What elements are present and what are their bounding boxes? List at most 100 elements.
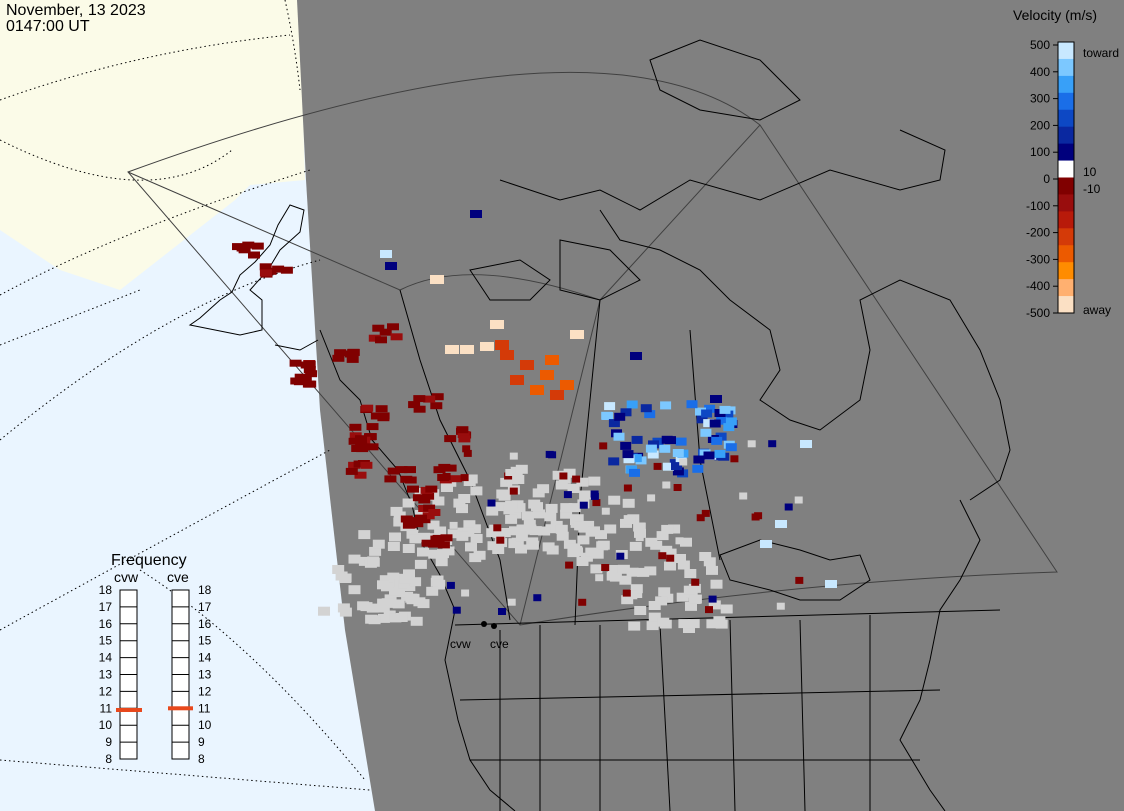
frequency-marker-cvw <box>116 707 142 712</box>
frequency-marker-cve <box>168 706 193 711</box>
colorbar-swatch <box>1058 194 1074 212</box>
velocity-cell <box>470 534 483 543</box>
velocity-cell <box>693 455 705 464</box>
velocity-cell <box>409 577 422 587</box>
velocity-cell <box>703 557 716 567</box>
colorbar-tick-label: -400 <box>1026 279 1050 293</box>
velocity-cell <box>577 535 590 545</box>
velocity-cell <box>379 328 392 336</box>
velocity-cell <box>623 515 636 525</box>
velocity-cell <box>563 491 572 499</box>
velocity-cell <box>369 546 382 556</box>
velocity-cell <box>588 526 600 536</box>
stations: cvw cve <box>450 621 509 651</box>
velocity-cell <box>368 615 381 625</box>
velocity-cell <box>686 400 698 409</box>
frequency-tick-left: 12 <box>99 684 113 698</box>
land-dayside <box>0 0 305 290</box>
velocity-cell <box>617 564 630 574</box>
velocity-cell <box>487 499 496 507</box>
velocity-cell <box>647 494 656 502</box>
velocity-cell <box>629 468 640 477</box>
velocity-cell <box>696 415 708 424</box>
velocity-cell <box>776 602 785 610</box>
velocity-cell <box>579 501 588 509</box>
velocity-cell <box>635 534 644 542</box>
colorbar-swatch <box>1058 262 1074 280</box>
velocity-cell <box>701 409 713 418</box>
velocity-cell <box>590 492 599 500</box>
velocity-cell <box>437 549 449 559</box>
velocity-cell <box>555 480 568 490</box>
velocity-cell <box>523 519 536 529</box>
velocity-cell <box>440 534 453 542</box>
colorbar-threshold-negative: -10 <box>1083 182 1101 196</box>
velocity-cell <box>503 505 516 515</box>
velocity-cell <box>452 606 461 614</box>
frequency-tick-right: 18 <box>198 583 212 597</box>
velocity-cell <box>339 574 352 583</box>
velocity-cell <box>622 589 631 597</box>
velocity-cell <box>521 511 534 521</box>
colorbar-threshold-positive: 10 <box>1083 165 1097 179</box>
velocity-cell <box>430 402 443 410</box>
velocity-cell <box>353 460 366 468</box>
velocity-cell <box>640 404 652 413</box>
velocity-cell <box>390 506 403 516</box>
velocity-cell <box>699 552 712 561</box>
velocity-cell <box>595 574 604 582</box>
velocity-cell <box>703 451 715 460</box>
velocity-cell <box>423 395 436 403</box>
velocity-cell <box>658 587 671 597</box>
frequency-tick-right: 8 <box>198 752 205 766</box>
colorbar-tick-label: -500 <box>1026 306 1050 320</box>
velocity-cell <box>625 590 638 600</box>
velocity-cell <box>685 601 697 611</box>
velocity-cell <box>613 432 625 441</box>
frequency-tick-left: 18 <box>99 583 113 597</box>
velocity-cell <box>447 529 460 539</box>
velocity-cell <box>644 566 657 576</box>
velocity-cell <box>399 574 412 584</box>
velocity-cell <box>473 550 486 560</box>
velocity-cell <box>490 320 504 329</box>
velocity-cell <box>446 581 455 589</box>
colorbar-swatch <box>1058 160 1074 178</box>
velocity-cell <box>395 613 408 622</box>
velocity-cell <box>542 542 555 552</box>
velocity-cell <box>629 541 642 551</box>
velocity-cell <box>708 595 717 603</box>
velocity-cell <box>332 354 345 362</box>
velocity-cell <box>486 528 499 538</box>
velocity-cell <box>614 412 626 421</box>
velocity-cell <box>747 440 756 448</box>
velocity-cell <box>591 549 604 559</box>
velocity-cell <box>345 467 358 475</box>
velocity-cell <box>604 402 616 411</box>
velocity-cell <box>413 405 426 413</box>
colorbar-tick-label: -200 <box>1026 226 1050 240</box>
velocity-cell <box>392 599 405 609</box>
velocity-cell <box>692 464 704 473</box>
colorbar-toward-label: toward <box>1083 46 1119 60</box>
velocity-cell <box>470 486 483 496</box>
velocity-cell <box>631 435 643 444</box>
frequency-tick-right: 13 <box>198 668 212 682</box>
velocity-cell <box>368 334 381 342</box>
velocity-cell <box>259 263 272 271</box>
velocity-cell <box>794 496 803 504</box>
velocity-cell <box>708 600 721 610</box>
velocity-cell <box>513 503 526 513</box>
velocity-cell <box>604 524 617 534</box>
velocity-cell <box>509 452 518 460</box>
velocity-cell <box>677 560 690 570</box>
velocity-cell <box>646 621 659 631</box>
velocity-cell <box>608 419 620 428</box>
velocity-cell <box>422 492 435 500</box>
velocity-cell <box>601 411 613 420</box>
velocity-cell <box>768 440 777 448</box>
velocity-cell <box>509 526 521 536</box>
velocity-cell <box>348 585 361 595</box>
time-label: 0147:00 UT <box>6 18 90 35</box>
velocity-cell <box>560 509 573 519</box>
